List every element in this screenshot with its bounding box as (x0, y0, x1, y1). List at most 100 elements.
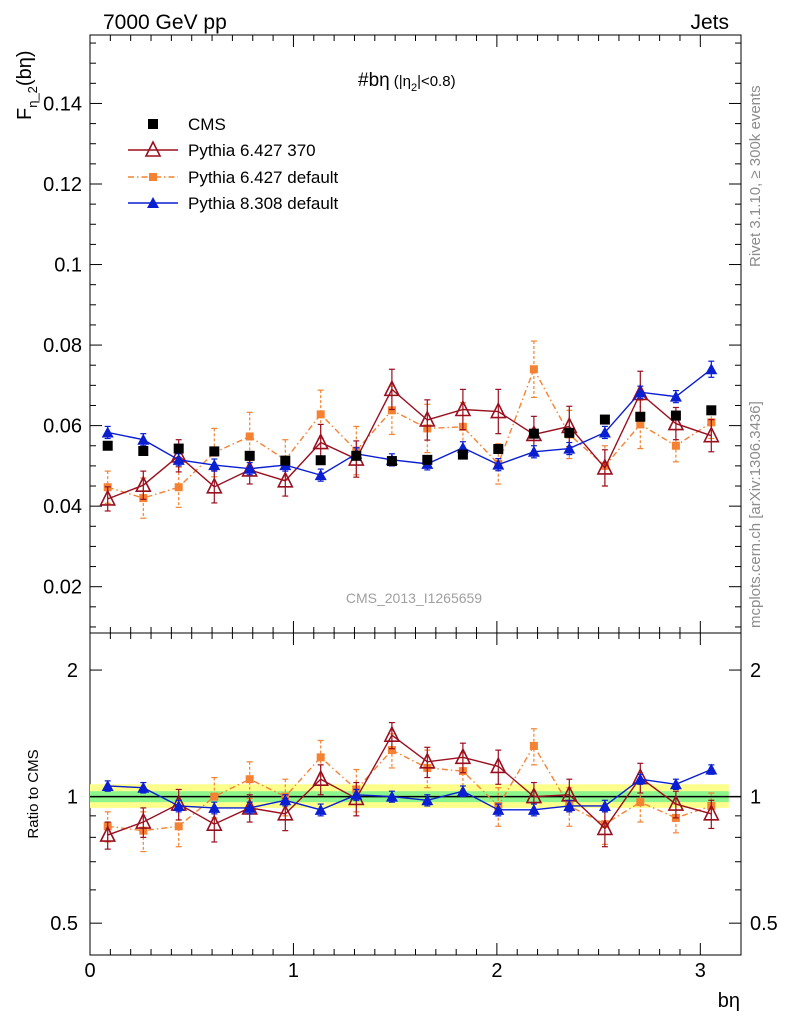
axes-ticks: 0 1 2 3 0.02 0.04 0.06 0.08 0.1 0.12 0.14 0.5 0.5 1 1 2… (43, 35, 778, 982)
data-point-p6_def (636, 798, 645, 807)
data-point-p8_def (101, 426, 114, 438)
data-point-cms (635, 411, 646, 422)
data-point-p6_370 (312, 769, 329, 787)
legend: CMS Pythia 6.427 370 Pythia 6.427 default P… (128, 115, 339, 213)
data-point-p6_370 (277, 470, 294, 488)
data-point-p6_370 (703, 425, 720, 443)
header-energy-label: 7000 GeV pp (103, 11, 227, 34)
legend-marker-p8_def (147, 197, 159, 208)
data-point-cms (599, 414, 610, 425)
data-point-p8_def (172, 453, 185, 465)
data-point-p8_def (279, 794, 292, 806)
ratio-y-tick-label-right: 2 (750, 660, 761, 682)
data-point-p6_370 (135, 475, 152, 493)
data-point-p8_def (705, 363, 718, 375)
data-point-p8_def (634, 773, 647, 785)
data-point-p6_def (174, 822, 183, 831)
data-point-p6_370 (454, 399, 472, 417)
ratio-y-axis-label: Ratio to CMS (25, 749, 42, 838)
data-point-p6_370 (312, 432, 329, 450)
data-point-p8_def (314, 469, 327, 481)
data-point-p6_370 (667, 794, 685, 811)
main-y-axis-label: Fη_2(bη) (14, 51, 40, 121)
data-point-p8_def (208, 459, 221, 471)
data-point-p6_370 (525, 786, 543, 804)
data-point-cms (315, 455, 326, 466)
data-point-p6_def (210, 792, 219, 801)
legend-marker-p6_370 (144, 140, 162, 157)
data-point-p8_def (527, 803, 540, 815)
ratio-y-tick-label-right: 0.5 (750, 913, 778, 935)
data-point-p6_def (529, 365, 538, 374)
ratio-series-layer (99, 721, 720, 853)
data-point-cms (209, 446, 220, 457)
data-point-p8_def (634, 386, 647, 398)
data-point-p6_370 (135, 812, 152, 829)
x-tick-label: 1 (288, 960, 299, 982)
data-point-cms (422, 454, 433, 465)
series-line-p8_def (107, 368, 712, 476)
series-line-p6_370 (107, 734, 712, 836)
legend-marker-p6_def (149, 173, 157, 181)
series-p8_def (101, 360, 718, 482)
data-point-p6_370 (596, 818, 614, 836)
main-series-layer (99, 340, 720, 519)
series-p6_370 (99, 368, 720, 512)
data-point-cms (138, 445, 149, 456)
data-point-p6_def (245, 432, 254, 441)
data-point-cms (706, 405, 717, 416)
data-point-p8_def (421, 794, 434, 806)
ratio-y-tick-label: 0.5 (50, 913, 78, 935)
data-point-p6_def (636, 420, 645, 429)
data-point-p6_def (316, 410, 325, 419)
data-point-p6_370 (490, 401, 507, 419)
data-point-p6_370 (703, 804, 720, 821)
data-point-p8_def (456, 785, 469, 797)
data-point-cms (102, 440, 113, 451)
data-point-p6_def (174, 483, 183, 492)
data-point-cms (670, 410, 681, 421)
data-point-p8_def (705, 763, 718, 775)
data-point-p8_def (243, 801, 256, 813)
plot-title: #bη (|η2|<0.8) (358, 70, 456, 94)
data-point-cms (244, 450, 255, 461)
main-y-tick-label: 0.12 (43, 174, 82, 196)
rivet-label: Rivet 3.1.10, ≥ 300k events (747, 85, 764, 267)
data-point-cms (173, 443, 184, 454)
data-point-p6_def (529, 741, 538, 750)
data-point-p8_def (137, 781, 150, 793)
data-point-p6_def (316, 753, 325, 762)
data-point-p6_370 (206, 814, 223, 831)
data-point-p6_370 (206, 477, 223, 494)
data-point-p8_def (101, 779, 114, 791)
data-point-p8_def (563, 799, 576, 811)
main-y-tick-label: 0.08 (43, 335, 82, 357)
data-point-p8_def (527, 445, 540, 457)
data-point-p6_370 (99, 825, 116, 842)
mcplots-label: mcplots.cern.ch [arXiv:1306.3436] (747, 401, 764, 628)
series-cms (102, 405, 717, 467)
data-point-cms (564, 427, 575, 438)
legend-label-p6_370: Pythia 6.427 370 (188, 141, 316, 160)
data-point-p6_def (387, 746, 396, 755)
ratio-y-tick-label: 2 (67, 660, 78, 682)
data-point-p8_def (492, 458, 505, 470)
data-point-p6_370 (99, 489, 116, 506)
data-point-cms (386, 456, 397, 467)
data-point-p8_def (350, 788, 363, 800)
data-point-p8_def (172, 799, 185, 811)
main-y-tick-label: 0.06 (43, 416, 82, 438)
series-line-p8_def (107, 768, 712, 811)
data-point-p6_370 (596, 458, 614, 475)
data-point-p8_def (669, 778, 682, 790)
data-point-p8_def (137, 433, 150, 445)
ratio-y-tick-label: 1 (67, 787, 78, 809)
data-point-cms (280, 455, 291, 466)
legend-marker-cms (148, 119, 158, 129)
data-point-p6_370 (419, 410, 436, 427)
main-y-tick-label: 0.14 (43, 93, 82, 115)
data-point-p8_def (208, 801, 221, 813)
data-point-p6_370 (490, 756, 507, 774)
data-point-p6_def (671, 441, 680, 450)
